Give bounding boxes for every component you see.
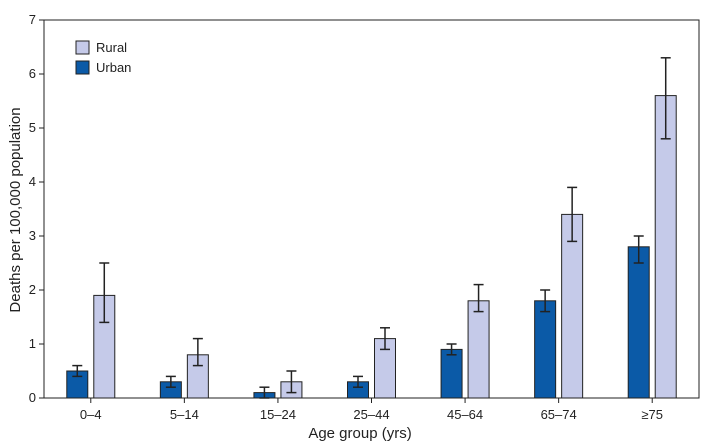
x-tick-label: ≥75 [641, 407, 663, 422]
legend-label-rural: Rural [96, 40, 127, 55]
y-tick-label: 5 [29, 120, 36, 135]
y-axis: 0 1 2 3 4 5 6 7 [29, 12, 44, 405]
legend-swatch-rural [75, 40, 90, 55]
y-tick-label: 2 [29, 282, 36, 297]
x-axis: 0–4 5–14 15–24 25–44 45–64 65–74 ≥75 [80, 398, 663, 422]
bar-urban [627, 246, 650, 399]
legend-label-urban: Urban [96, 60, 131, 75]
x-tick-label: 15–24 [260, 407, 296, 422]
y-tick-label: 7 [29, 12, 36, 27]
plot-frame [43, 19, 700, 399]
x-tick-label: 5–14 [170, 407, 199, 422]
x-tick-label: 65–74 [541, 407, 577, 422]
plot-area [43, 19, 700, 399]
bar-rural [467, 300, 490, 399]
x-tick-label: 25–44 [353, 407, 389, 422]
bar-urban [440, 348, 463, 399]
legend-swatch-urban [75, 60, 90, 75]
bar-urban [534, 300, 557, 399]
y-tick-label: 3 [29, 228, 36, 243]
legend: Rural Urban [75, 40, 131, 75]
x-axis-title: Age group (yrs) [308, 425, 411, 442]
x-tick-label: 45–64 [447, 407, 483, 422]
y-tick-label: 1 [29, 336, 36, 351]
x-tick-label: 0–4 [80, 407, 102, 422]
y-axis-title: Deaths per 100,000 population [7, 107, 24, 312]
y-tick-label: 4 [29, 174, 36, 189]
y-tick-label: 6 [29, 66, 36, 81]
y-tick-label: 0 [29, 390, 36, 405]
bar-rural [654, 95, 677, 399]
